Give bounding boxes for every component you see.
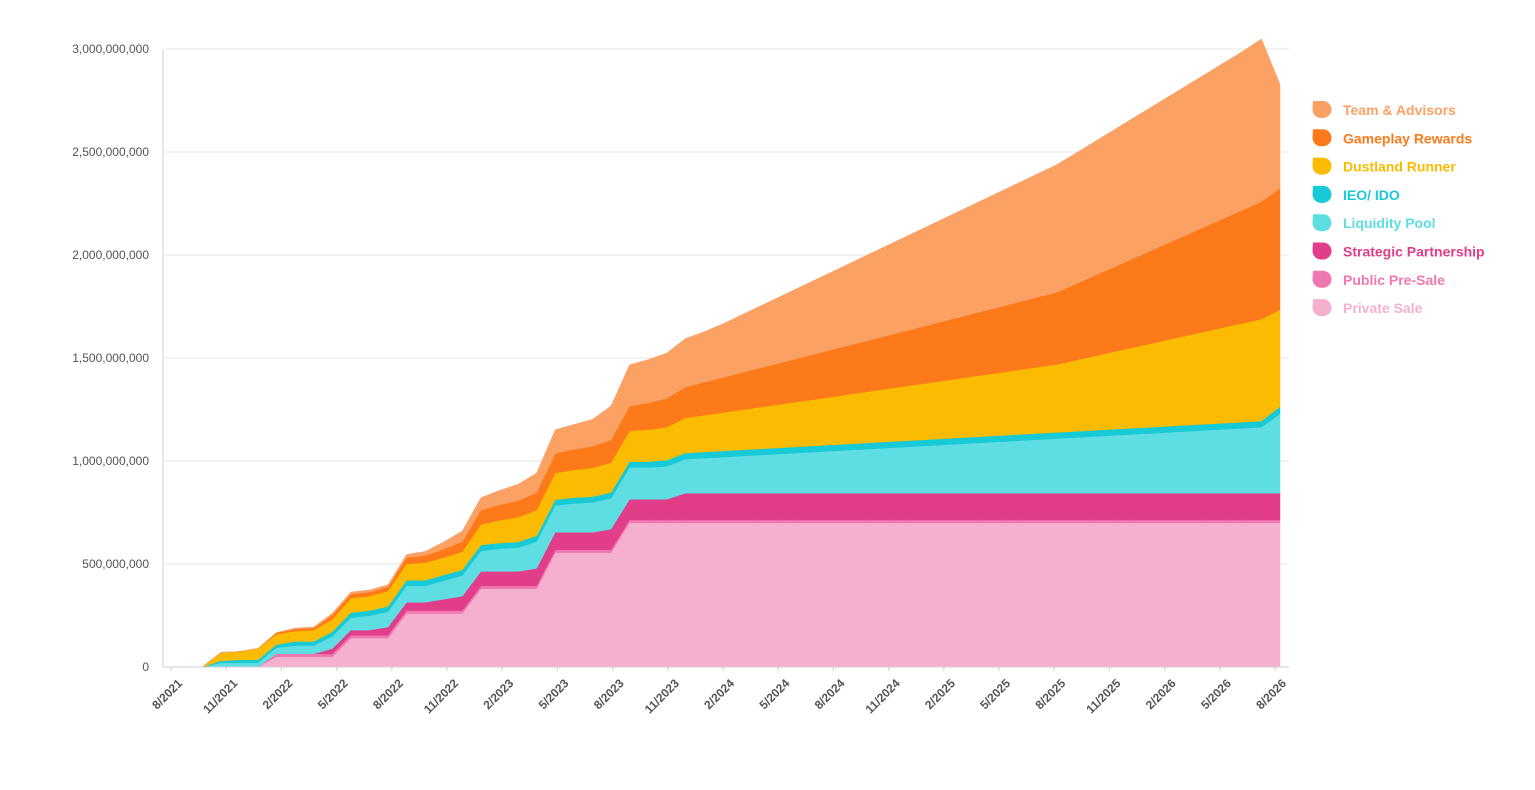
- x-tick-label: 8/2024: [812, 676, 848, 712]
- legend-item-private-sale[interactable]: Private Sale: [1312, 299, 1423, 317]
- legend-label: Public Pre-Sale: [1343, 272, 1445, 288]
- legend-item-public-pre-sale[interactable]: Public Pre-Sale: [1312, 270, 1446, 288]
- x-tick-label: 2/2024: [701, 676, 737, 712]
- y-tick-label: 3,000,000,000: [72, 42, 149, 56]
- legend-label: IEO/ IDO: [1343, 187, 1400, 203]
- legend-item-liquidity-pool[interactable]: Liquidity Pool: [1312, 214, 1436, 232]
- x-tick-label: 11/2023: [642, 676, 682, 716]
- legend-swatch: [1312, 214, 1332, 232]
- legend-swatch: [1312, 299, 1332, 317]
- legend-item-gameplay-rewards[interactable]: Gameplay Rewards: [1312, 129, 1473, 147]
- legend-label: Private Sale: [1343, 300, 1423, 316]
- x-tick-label: 8/2025: [1032, 676, 1068, 712]
- x-tick-label: 5/2026: [1198, 676, 1234, 712]
- legend-swatch: [1312, 101, 1332, 118]
- x-tick-label: 5/2023: [536, 676, 572, 712]
- x-tick-label: 5/2025: [977, 676, 1013, 712]
- x-tick-label: 8/2022: [370, 676, 406, 712]
- x-axis-tick-labels: 8/2021 11/2021 2/2022 5/2022 8/2022 11/2022 2/…: [149, 676, 1289, 716]
- legend-swatch: [1312, 129, 1332, 147]
- x-tick-label: 11/2021: [200, 676, 240, 716]
- legend-swatch: [1312, 185, 1332, 203]
- legend-label: Gameplay Rewards: [1343, 130, 1472, 146]
- legend-item-team-advisors[interactable]: Team & Advisors: [1312, 101, 1457, 118]
- x-tick-label: 2/2023: [480, 676, 516, 712]
- y-tick-label: 1,000,000,000: [72, 454, 149, 468]
- legend-swatch: [1312, 270, 1332, 288]
- legend: Team & Advisors Gameplay Rewards Dustland …: [1312, 101, 1485, 317]
- legend-label: Strategic Partnership: [1343, 244, 1485, 260]
- x-tick-label: 5/2022: [315, 676, 351, 712]
- y-tick-label: 2,500,000,000: [72, 145, 149, 159]
- legend-item-dustland-runner[interactable]: Dustland Runner: [1312, 157, 1457, 175]
- x-tick-label: 2/2025: [922, 676, 958, 712]
- axes: [162, 49, 1289, 671]
- x-tick-label: 8/2023: [591, 676, 627, 712]
- x-tick-label: 2/2026: [1143, 676, 1179, 712]
- x-tick-label: 11/2024: [863, 676, 903, 716]
- x-tick-label: 11/2022: [421, 676, 461, 716]
- legend-label: Dustland Runner: [1343, 159, 1456, 175]
- y-tick-label: 2,000,000,000: [72, 248, 149, 262]
- legend-item-strategic-partnership[interactable]: Strategic Partnership: [1312, 242, 1485, 260]
- legend-swatch: [1312, 157, 1332, 175]
- y-tick-label: 500,000,000: [82, 557, 149, 571]
- x-tick-label: 8/2021: [149, 676, 185, 712]
- legend-item-ieo-ido[interactable]: IEO/ IDO: [1312, 185, 1400, 203]
- area-team-advisors: [165, 38, 1281, 668]
- legend-label: Liquidity Pool: [1343, 215, 1436, 231]
- y-tick-label: 0: [142, 660, 149, 674]
- y-axis-tick-labels: 0 500,000,000 1,000,000,000 1,500,000,000 2,…: [72, 42, 149, 674]
- legend-label: Team & Advisors: [1343, 102, 1456, 118]
- legend-swatch: [1312, 242, 1332, 260]
- stacked-areas: [165, 38, 1281, 668]
- x-tick-label: 5/2024: [756, 676, 792, 712]
- y-tick-label: 1,500,000,000: [72, 351, 149, 365]
- x-tick-label: 2/2022: [260, 676, 296, 712]
- x-tick-label: 11/2025: [1083, 676, 1123, 716]
- x-tick-label: 8/2026: [1253, 676, 1289, 712]
